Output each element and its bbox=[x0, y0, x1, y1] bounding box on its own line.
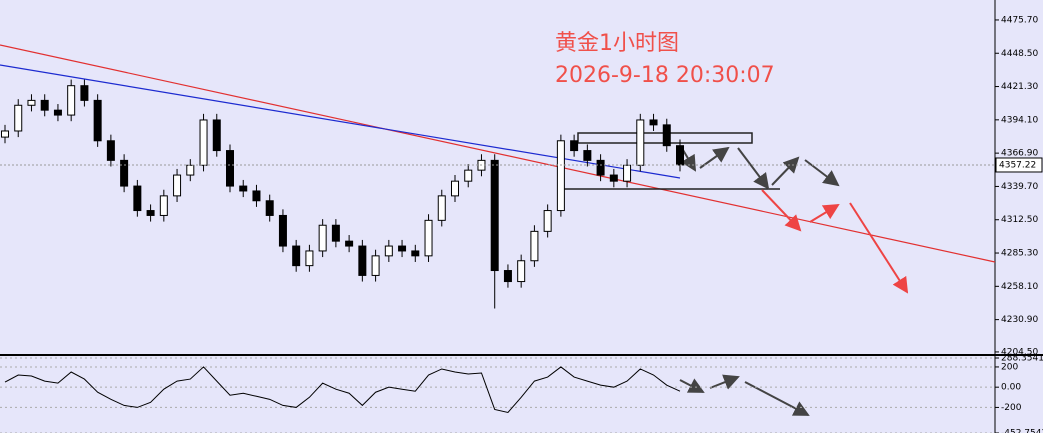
y-tick-label: 4312.50 bbox=[1001, 215, 1038, 225]
candle-body bbox=[636, 119, 645, 166]
candle-body bbox=[120, 159, 129, 187]
candle-body bbox=[490, 159, 499, 272]
y-tick-label: -200 bbox=[1001, 403, 1022, 413]
forecast-arrows bbox=[761, 189, 909, 294]
candle-body bbox=[14, 104, 23, 132]
y-tick-label: 200 bbox=[1001, 362, 1018, 372]
candle-body bbox=[556, 140, 565, 212]
y-tick-label: 4475.70 bbox=[1001, 15, 1038, 25]
candle-body bbox=[278, 214, 287, 247]
candle-body bbox=[80, 85, 89, 101]
y-tick-label: 4285.30 bbox=[1001, 249, 1038, 259]
candle-body bbox=[517, 260, 526, 283]
candle-body bbox=[265, 200, 274, 216]
y-tick-label: -452.7542 bbox=[1001, 429, 1043, 433]
candle-body bbox=[649, 119, 658, 126]
y-tick-label: 4394.10 bbox=[1001, 115, 1038, 125]
candle-body bbox=[371, 255, 380, 276]
candle-body bbox=[305, 250, 314, 267]
candle-body bbox=[583, 150, 592, 161]
candle-body bbox=[464, 169, 473, 182]
candle-body bbox=[530, 230, 539, 262]
y-tick-label: 4258.10 bbox=[1001, 282, 1038, 292]
candle-body bbox=[503, 270, 512, 283]
candle-body bbox=[199, 119, 208, 166]
candle-body bbox=[67, 85, 76, 116]
candle-body bbox=[133, 185, 142, 212]
y-tick-label: 4230.90 bbox=[1001, 315, 1038, 325]
candle-body bbox=[93, 99, 102, 142]
candle-body bbox=[27, 99, 36, 106]
candle-body bbox=[106, 140, 115, 161]
y-tick-label: 4366.90 bbox=[1001, 149, 1038, 159]
y-tick-label: 4339.70 bbox=[1001, 182, 1038, 192]
y-tick-label: 4448.50 bbox=[1001, 49, 1038, 59]
y-tick-label: 0.00 bbox=[1001, 383, 1021, 393]
candle-body bbox=[186, 164, 195, 176]
y-tick-label: 4421.30 bbox=[1001, 82, 1038, 92]
candle-body bbox=[146, 210, 155, 216]
candle-body bbox=[451, 180, 459, 197]
oscillator-line bbox=[4, 366, 681, 414]
trend-line bbox=[0, 64, 681, 179]
candle-body bbox=[212, 119, 221, 152]
candle-body bbox=[424, 219, 433, 257]
candle-body bbox=[623, 164, 632, 182]
candle-body bbox=[1, 130, 9, 138]
candle-body bbox=[437, 195, 446, 221]
candle-body bbox=[331, 224, 340, 242]
candle-body bbox=[53, 109, 62, 116]
candle-body bbox=[596, 159, 605, 176]
candle-body bbox=[384, 245, 393, 257]
candle-body bbox=[173, 174, 182, 197]
candle-body bbox=[40, 99, 49, 111]
current-price-box bbox=[995, 157, 1043, 173]
y-tick-label: 288.3541 bbox=[1001, 354, 1043, 364]
candle-body bbox=[358, 245, 367, 276]
candle-body bbox=[662, 124, 671, 147]
candle-body bbox=[292, 245, 301, 267]
candle-body bbox=[239, 185, 248, 192]
candle-body bbox=[252, 190, 261, 202]
chart-subtitle: 2026-9-18 20:30:07 bbox=[555, 63, 775, 88]
candle-body bbox=[345, 240, 354, 247]
candle-body bbox=[543, 210, 552, 232]
current-price-label: 4357.22 bbox=[999, 160, 1036, 170]
chart-title: 黄金1小时图 bbox=[555, 31, 679, 56]
candle-body bbox=[398, 245, 407, 252]
candle-body bbox=[226, 150, 234, 187]
y-tick-label: 4204.50 bbox=[1001, 347, 1038, 357]
candle-body bbox=[676, 145, 684, 166]
candle-body bbox=[318, 224, 327, 252]
candle-body bbox=[609, 174, 618, 182]
candle-body bbox=[411, 250, 420, 257]
trend-line bbox=[0, 44, 996, 263]
candle-body bbox=[159, 195, 168, 216]
candle-body bbox=[570, 140, 579, 152]
